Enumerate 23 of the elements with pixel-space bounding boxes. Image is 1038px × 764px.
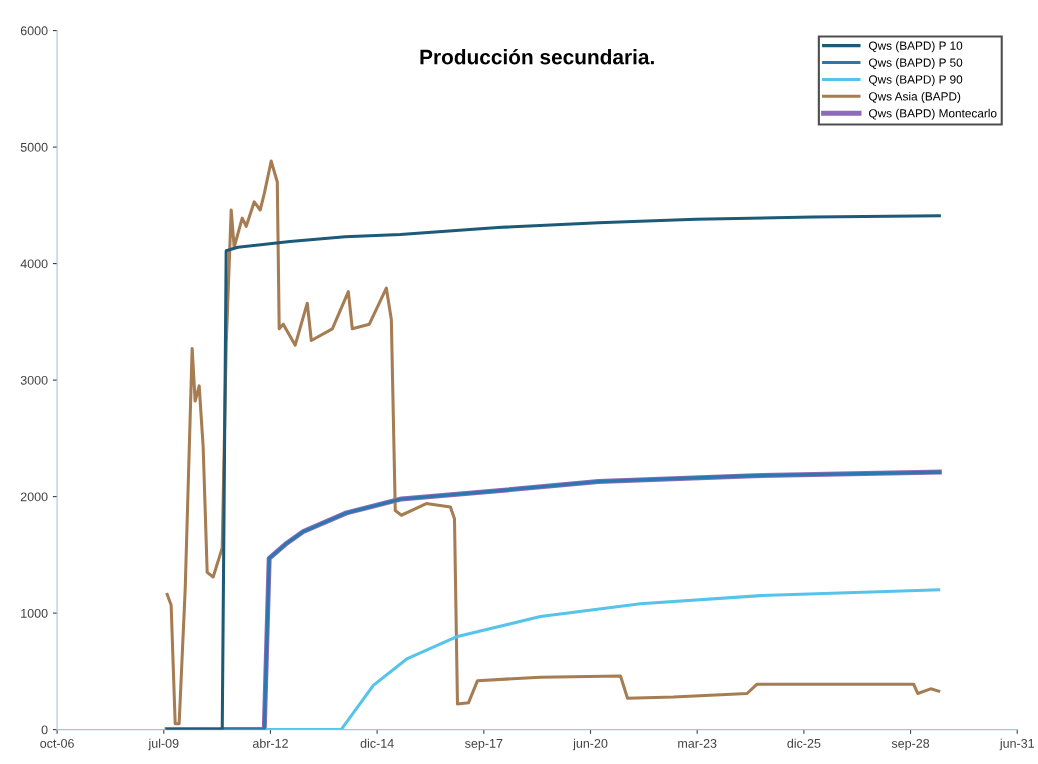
x-tick-label: sep-17 xyxy=(465,739,503,751)
y-tick-label: 1000 xyxy=(21,608,48,618)
y-tick-label: 0 xyxy=(41,725,48,735)
y-tick-label: 4000 xyxy=(20,259,48,269)
legend-label: Qws (BAPD) P 10 xyxy=(869,41,963,53)
y-tick-label: 6000 xyxy=(20,26,48,36)
x-tick-label: oct-06 xyxy=(40,738,74,748)
x-tick-label: sep-28 xyxy=(891,738,930,751)
x-tick-label: jun-31 xyxy=(999,738,1035,751)
legend-label: Qws (BAPD) P 90 xyxy=(869,75,963,86)
x-tick-label: abr-12 xyxy=(252,738,288,748)
x-tick-label: mar-23 xyxy=(678,738,717,748)
x-tick-label: jul-09 xyxy=(148,738,179,751)
legend-label: Qws (BAPD) Montecarlo xyxy=(869,108,997,120)
legend-label: Qws Asia (BAPD) xyxy=(869,91,961,103)
x-tick-label: jun-20 xyxy=(572,738,608,751)
y-tick-label: 2000 xyxy=(20,492,48,502)
x-tick-label: dic-14 xyxy=(360,738,394,748)
legend-label: Qws (BAPD) P 50 xyxy=(869,58,963,70)
y-tick-label: 3000 xyxy=(20,375,48,385)
x-tick-label: dic-25 xyxy=(787,738,821,748)
y-tick-label: 5000 xyxy=(20,142,48,152)
text: Producción secundaria. xyxy=(420,48,654,65)
